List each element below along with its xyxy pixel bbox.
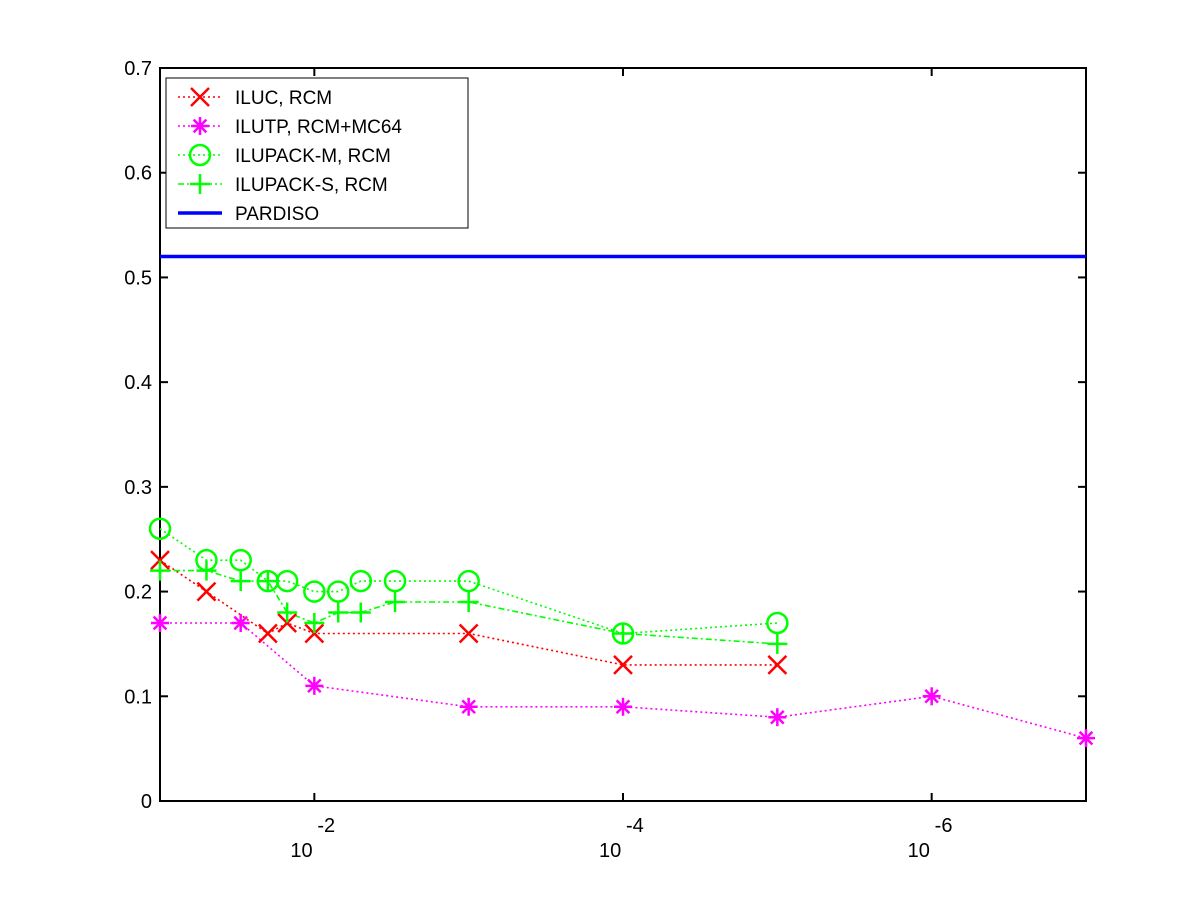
legend-marker	[190, 87, 210, 107]
data-point	[257, 623, 278, 644]
data-point	[151, 613, 169, 632]
y-tick-label: 0.4	[124, 372, 152, 394]
series-line-0	[159, 559, 778, 666]
series-line-1	[160, 622, 1087, 739]
legend-label: ILUC, RCM	[235, 88, 332, 109]
data-point	[231, 613, 250, 632]
data-point	[277, 613, 298, 633]
legend-label: ILUPACK-S, RCM	[235, 175, 388, 196]
x-tick-label: 10	[908, 840, 930, 862]
legend-label: ILUPACK-M, RCM	[235, 146, 391, 167]
data-point	[196, 560, 217, 581]
y-tick-label: 0.7	[124, 58, 152, 80]
data-point	[458, 623, 479, 644]
data-point	[230, 571, 251, 592]
data-point	[257, 571, 278, 592]
y-tick-label: 0.2	[124, 582, 152, 604]
series-markers	[148, 517, 1095, 748]
data-point	[303, 580, 326, 603]
legend-label: ILUTP, RCM+MC64	[235, 117, 402, 138]
data-point	[277, 602, 298, 623]
data-point	[457, 569, 480, 593]
data-point	[767, 633, 788, 654]
data-point	[614, 697, 632, 716]
axis-ticks: 00.10.20.30.40.50.60.710-210-410-6	[124, 58, 1086, 862]
data-point	[613, 623, 633, 644]
y-tick-label: 0	[141, 791, 152, 813]
legend-label: PARDISO	[235, 204, 319, 225]
data-point	[383, 569, 407, 593]
data-point	[767, 654, 788, 675]
data-point	[150, 550, 170, 571]
legend-marker	[190, 174, 210, 194]
series-line-3	[160, 569, 778, 645]
series-line-2	[159, 528, 778, 635]
data-point	[304, 612, 325, 633]
legend-marker	[191, 117, 209, 135]
data-point	[305, 676, 324, 695]
data-point	[922, 687, 941, 706]
x-tick-exponent: -4	[626, 815, 644, 837]
legend-box	[165, 77, 469, 229]
data-point	[385, 592, 406, 613]
data-point	[229, 548, 252, 572]
x-tick-exponent: -2	[317, 815, 335, 837]
data-point	[459, 697, 478, 716]
data-point	[150, 560, 170, 581]
data-point	[304, 623, 325, 644]
x-tick-label: 10	[599, 840, 621, 862]
data-point	[196, 581, 217, 602]
data-point	[1077, 729, 1095, 748]
series-lines	[159, 254, 1087, 739]
data-point	[349, 569, 373, 593]
data-point	[766, 611, 789, 635]
data-point	[148, 517, 172, 540]
y-tick-label: 0.1	[124, 686, 152, 708]
legend-marker	[188, 143, 212, 167]
data-point	[768, 708, 787, 727]
x-tick-exponent: -6	[935, 815, 953, 837]
data-point	[326, 580, 350, 603]
data-point	[328, 602, 349, 623]
legend: ILUC, RCM ILUTP, RCM+MC64 ILUPACK-M, RCM IL…	[165, 77, 469, 229]
y-tick-label: 0.5	[124, 267, 152, 289]
x-tick-label: 10	[290, 840, 312, 862]
data-point	[613, 654, 633, 675]
y-tick-label: 0.3	[124, 477, 152, 499]
y-tick-label: 0.6	[124, 163, 152, 185]
data-point	[458, 592, 479, 613]
data-point	[350, 602, 371, 623]
